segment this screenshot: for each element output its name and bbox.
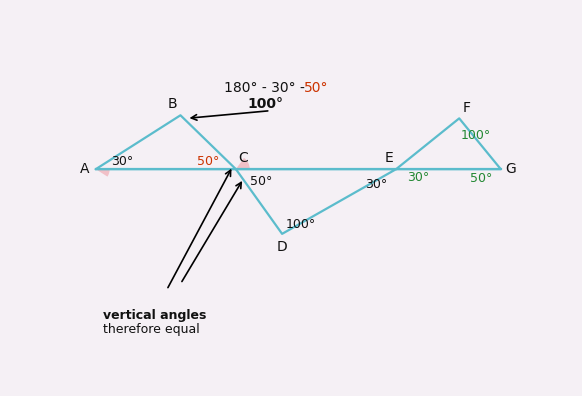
- Text: 50°: 50°: [470, 172, 492, 185]
- Text: 30°: 30°: [111, 155, 133, 168]
- Text: 100°: 100°: [247, 97, 283, 112]
- Text: A: A: [80, 162, 90, 176]
- Wedge shape: [96, 169, 109, 177]
- Text: D: D: [276, 240, 288, 254]
- Text: 50°: 50°: [304, 80, 328, 95]
- Text: 100°: 100°: [461, 129, 491, 142]
- Text: G: G: [505, 162, 516, 176]
- Text: therefore equal: therefore equal: [104, 323, 200, 336]
- Text: B: B: [168, 97, 178, 110]
- Text: 50°: 50°: [250, 175, 272, 188]
- Text: 30°: 30°: [407, 171, 429, 184]
- Text: E: E: [384, 150, 393, 165]
- Text: vertical angles: vertical angles: [104, 309, 207, 322]
- Text: 100°: 100°: [285, 218, 315, 231]
- Text: 30°: 30°: [365, 179, 388, 191]
- Wedge shape: [236, 158, 250, 169]
- Text: 180° - 30° -: 180° - 30° -: [224, 80, 310, 95]
- Text: 50°: 50°: [197, 155, 219, 168]
- Text: F: F: [462, 101, 470, 115]
- Text: C: C: [238, 150, 248, 165]
